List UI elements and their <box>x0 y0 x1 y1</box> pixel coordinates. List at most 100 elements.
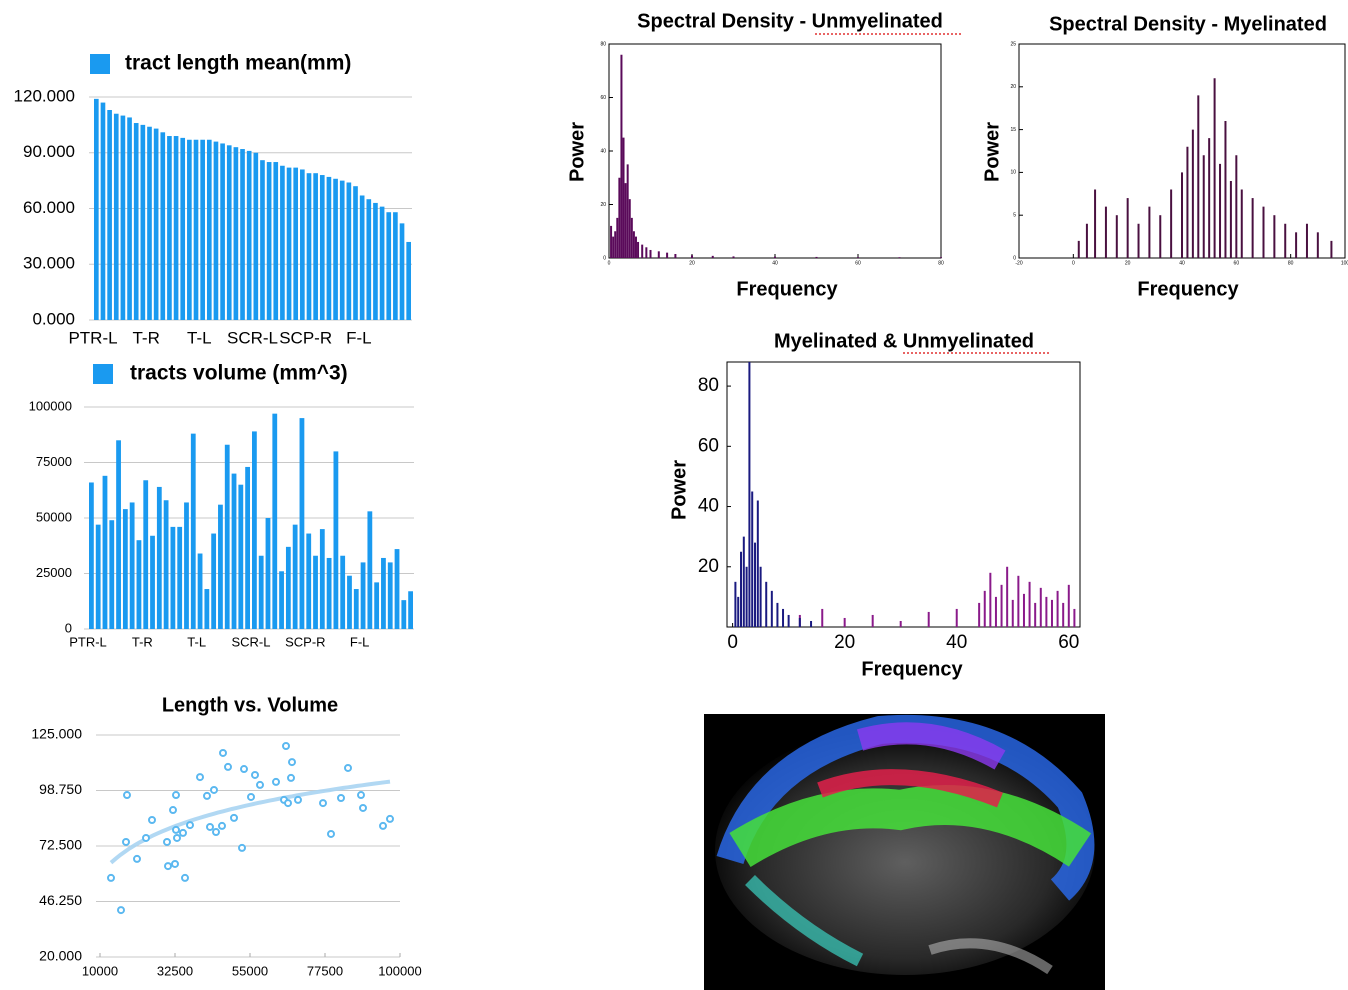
bar <box>150 536 155 629</box>
plot-frame <box>609 44 941 258</box>
bar <box>225 445 230 629</box>
y-tick-label: 60 <box>600 95 606 101</box>
scatter-point <box>257 782 263 788</box>
bar <box>141 125 146 320</box>
bar <box>353 186 358 320</box>
scatter-point <box>328 831 334 837</box>
scatter-point <box>241 766 247 772</box>
x-tick-label: 40 <box>946 632 967 653</box>
bar <box>272 414 277 629</box>
scatter-point <box>174 835 180 841</box>
scatter-point <box>108 875 114 881</box>
y-tick-label: 60.000 <box>23 198 75 217</box>
bar <box>171 527 176 629</box>
scatter-point <box>165 863 171 869</box>
y-tick-label: 20 <box>698 556 719 577</box>
bar <box>307 173 312 320</box>
x-tick-label: 100 <box>1341 260 1348 266</box>
legend-swatch <box>93 364 113 384</box>
page: 0.00030.00060.00090.000120.000PTR-LT-RT-… <box>0 0 1348 990</box>
x-axis-label: Frequency <box>861 658 963 680</box>
y-tick-label: 50000 <box>36 509 72 524</box>
bar <box>340 556 345 629</box>
scatter-point <box>149 817 155 823</box>
chart-title: Spectral Density - Unmyelinated <box>637 10 943 32</box>
x-tick-label: 100000 <box>378 963 421 978</box>
legend-swatch <box>90 54 110 74</box>
bar <box>184 502 189 629</box>
bar <box>245 467 250 629</box>
bar <box>259 556 264 629</box>
legend-label: tract length mean(mm) <box>125 52 351 75</box>
x-tick-label: 0 <box>727 632 738 653</box>
x-tick-label: 60 <box>1058 632 1079 653</box>
bar <box>366 199 371 320</box>
x-tick-label: SCP-R <box>285 634 325 649</box>
bar <box>218 505 223 629</box>
scatter-point <box>204 793 210 799</box>
x-tick-label: 55000 <box>232 963 268 978</box>
bar <box>347 182 352 320</box>
bar <box>354 589 359 629</box>
bar <box>134 123 139 320</box>
x-tick-label: 0 <box>608 260 611 266</box>
bar <box>273 162 278 320</box>
bar <box>347 576 352 629</box>
bar <box>373 203 378 320</box>
legend-label: tracts volume (mm^3) <box>130 362 348 385</box>
bar <box>194 140 199 320</box>
chart: Spectral Density - Unmyelinated Frequency… <box>566 10 944 300</box>
bar <box>280 166 285 320</box>
scatter-point <box>170 807 176 813</box>
y-tick-label: 25 <box>1010 41 1016 47</box>
bar <box>388 562 393 629</box>
chart: Myelinated & Unmyelinated Frequency Power 2… <box>668 330 1080 680</box>
bar <box>252 431 257 629</box>
chart-title: Myelinated & Unmyelinated <box>774 330 1034 352</box>
x-tick-label: PTR-L <box>68 328 117 347</box>
y-tick-label: 98.750 <box>39 781 82 797</box>
bar <box>143 480 148 629</box>
bar <box>123 509 128 629</box>
bar <box>187 140 192 320</box>
bar <box>406 242 411 320</box>
y-tick-label: 25000 <box>36 565 72 580</box>
bar <box>94 99 99 320</box>
bar <box>267 162 272 320</box>
scatter-point <box>164 839 170 845</box>
x-tick-label: 80 <box>938 260 944 266</box>
bar <box>254 153 259 320</box>
bar <box>204 589 209 629</box>
y-axis-label: Power <box>668 460 690 520</box>
x-tick-label: 32500 <box>157 963 193 978</box>
x-axis-label: Frequency <box>736 278 838 300</box>
bar <box>367 511 372 629</box>
x-tick-label: T-R <box>132 328 159 347</box>
scatter-point <box>273 779 279 785</box>
x-tick-label: -20 <box>1015 260 1022 266</box>
x-tick-label: 80 <box>1288 260 1294 266</box>
bar <box>174 136 179 320</box>
x-tick-label: 40 <box>1179 260 1185 266</box>
scatter-point <box>173 827 179 833</box>
x-tick-label: PTR-L <box>69 634 107 649</box>
bar <box>327 558 332 629</box>
scatter-point <box>143 835 149 841</box>
scatter-point <box>197 774 203 780</box>
brain-tractography-image <box>704 714 1105 990</box>
bar <box>300 169 305 320</box>
scatter-point <box>231 815 237 821</box>
y-tick-label: 90.000 <box>23 142 75 161</box>
bar <box>232 474 237 629</box>
y-tick-label: 5 <box>1013 213 1016 219</box>
scatter-point <box>182 875 188 881</box>
bar <box>157 487 162 629</box>
bar <box>191 434 196 629</box>
bar <box>360 195 365 320</box>
scatter-point <box>320 800 326 806</box>
scatter-point <box>207 824 213 830</box>
bar <box>116 440 121 629</box>
scatter-point <box>345 765 351 771</box>
